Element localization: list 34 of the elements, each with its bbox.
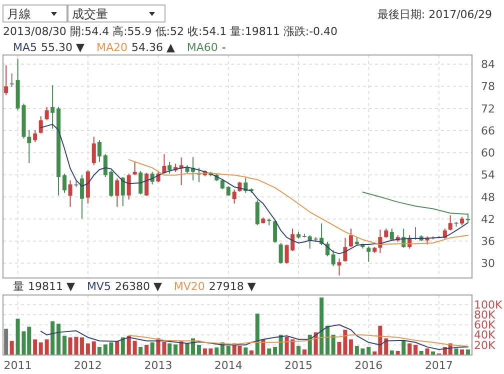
x-tick-label: 2014 [214,359,242,372]
text: 27918 ▼ [208,280,256,293]
y-tick-label: 48 [481,190,495,204]
y-tick-label: 54 [481,168,495,182]
text: 2013/08/30 開:54.4 高:55.9 低:52 收:54.1 量:19811 漲跌:-0.40 [3,25,338,38]
text: 量 [13,280,24,293]
x-tick-label: 2017 [424,359,453,372]
text: 最後日期: 2017/06/29 [377,8,492,21]
y-tick-label: 100K [474,298,503,312]
text: MV20 [174,280,205,293]
y-tick-label: 66 [481,124,495,138]
x-tick-label: 2016 [354,359,383,372]
y-tick-label: 72 [481,102,495,116]
y-tick-label: 36 [481,234,495,248]
y-tick-label: 42 [481,212,495,226]
text: 26380 ▼ [114,280,162,293]
y-tick-label: 30 [481,257,495,270]
y-tick-label: 84 [481,58,495,72]
text: 成交量 [72,7,108,21]
text: 54.36 ▲ [131,41,176,54]
x-tick-label: 2011 [4,359,32,372]
x-tick-label: 2015 [284,359,313,372]
text: MA5 [13,41,38,54]
text: MV5 [86,280,111,293]
text: MA60 [186,41,218,54]
text: MA20 [96,41,128,54]
text: 19811 ▼ [28,280,76,293]
text: - [222,41,226,54]
x-tick-label: 2013 [144,359,172,372]
text: 55.30 ▼ [41,41,85,54]
text: 月線 [7,7,31,21]
y-tick-label: 60 [481,146,495,160]
y-tick-label: 78 [481,80,495,94]
x-tick-label: 2012 [74,359,102,372]
